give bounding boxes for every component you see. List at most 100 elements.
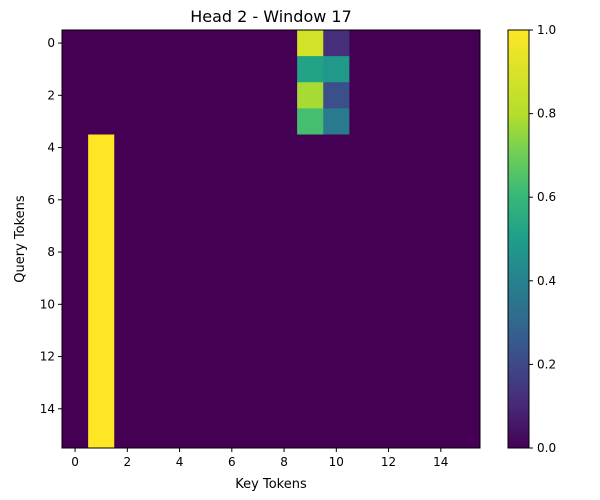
heatmap-cell	[297, 343, 324, 371]
heatmap-cell	[271, 56, 298, 83]
heatmap-cell	[244, 239, 272, 266]
heatmap-cell	[375, 343, 403, 371]
heatmap-cell	[166, 108, 194, 135]
heatmap-cell	[140, 134, 167, 162]
x-tick-label: 4	[176, 455, 184, 469]
x-tick-label: 6	[228, 455, 236, 469]
heatmap-cell	[297, 108, 324, 135]
heatmap-cell	[271, 317, 298, 344]
heatmap-cell	[192, 212, 220, 240]
heatmap-cell	[375, 317, 403, 344]
x-tick-label: 12	[381, 455, 396, 469]
heatmap-cell	[297, 395, 324, 423]
heatmap-cell	[453, 239, 481, 266]
heatmap-cell	[297, 186, 324, 214]
heatmap-cell	[453, 421, 481, 449]
heatmap-cell	[62, 82, 89, 109]
heatmap-cell	[401, 317, 429, 344]
heatmap-cell	[166, 160, 194, 188]
heatmap-cell	[166, 56, 194, 83]
heatmap-cell	[140, 212, 167, 240]
heatmap-cell	[62, 395, 89, 423]
heatmap-cell	[166, 212, 194, 240]
heatmap-cell	[62, 369, 89, 397]
heatmap-cell	[297, 265, 324, 292]
heatmap-cell	[323, 186, 350, 214]
y-tick-label: 4	[47, 141, 55, 155]
heatmap-cell	[427, 186, 455, 214]
heatmap-cell	[244, 30, 272, 57]
heatmap-cell	[140, 317, 167, 344]
heatmap-cell	[349, 343, 376, 371]
y-tick-label: 2	[47, 88, 55, 102]
heatmap-cell	[375, 212, 403, 240]
heatmap-cell	[297, 421, 324, 449]
colorbar-frame	[507, 29, 530, 449]
heatmap-cell	[166, 134, 194, 162]
heatmap-cell	[62, 239, 89, 266]
heatmap-cell	[297, 317, 324, 344]
heatmap-cell	[375, 56, 403, 83]
heatmap-cell	[271, 212, 298, 240]
heatmap-cell	[427, 82, 455, 109]
heatmap-cell	[114, 421, 141, 449]
heatmap-cell	[166, 317, 194, 344]
heatmap-cell	[375, 421, 403, 449]
heatmap-cell	[62, 56, 89, 83]
heatmap-cell	[453, 30, 481, 57]
heatmap-cell	[114, 160, 141, 188]
heatmap-cell	[62, 265, 89, 292]
heatmap-cell	[271, 82, 298, 109]
heatmap-cell	[218, 343, 246, 371]
heatmap-cell	[140, 186, 167, 214]
heatmap-cell	[140, 291, 167, 318]
heatmap-cell	[192, 82, 220, 109]
heatmap-cell	[349, 186, 376, 214]
heatmap-cell	[323, 30, 350, 57]
heatmap-cell	[375, 30, 403, 57]
heatmap-cell	[349, 395, 376, 423]
heatmap-cell	[114, 265, 141, 292]
heatmap-cell	[453, 160, 481, 188]
heatmap-cell	[244, 317, 272, 344]
heatmap-cell	[62, 160, 89, 188]
heatmap-cell	[271, 369, 298, 397]
heatmap-cell	[401, 395, 429, 423]
heatmap-cell	[218, 317, 246, 344]
heatmap-cell	[401, 30, 429, 57]
heatmap-cell	[401, 160, 429, 188]
heatmap-cell	[323, 134, 350, 162]
heatmap-cell	[166, 369, 194, 397]
heatmap-cell	[62, 421, 89, 449]
heatmap-cell	[192, 291, 220, 318]
heatmap-cell	[427, 212, 455, 240]
heatmap-cell	[271, 186, 298, 214]
heatmap-cell	[271, 160, 298, 188]
heatmap-cell	[427, 239, 455, 266]
heatmap-cell	[62, 108, 89, 135]
heatmap-cell	[323, 343, 350, 371]
plot-frame	[61, 29, 481, 449]
heatmap-cell	[244, 186, 272, 214]
heatmap-cell	[349, 291, 376, 318]
heatmap-cell	[140, 343, 167, 371]
heatmap-cell	[375, 395, 403, 423]
heatmap-cell	[218, 160, 246, 188]
heatmap-cell	[297, 239, 324, 266]
heatmap-cell	[401, 421, 429, 449]
heatmap-cell	[271, 108, 298, 135]
heatmap-cell	[349, 30, 376, 57]
y-tick-label: 12	[40, 350, 55, 364]
heatmap-cell	[166, 82, 194, 109]
heatmap-cell	[140, 239, 167, 266]
heatmap-cell	[323, 108, 350, 135]
heatmap-cell	[349, 108, 376, 135]
heatmap-cell	[114, 82, 141, 109]
y-axis-label: Query Tokens	[13, 195, 28, 283]
heatmap-cell	[244, 291, 272, 318]
heatmap-cell	[453, 265, 481, 292]
heatmap-cell	[401, 134, 429, 162]
x-axis: 0 2 4 6 8 10 12 14	[71, 448, 448, 469]
heatmap-cell	[427, 395, 455, 423]
heatmap-cell	[427, 265, 455, 292]
